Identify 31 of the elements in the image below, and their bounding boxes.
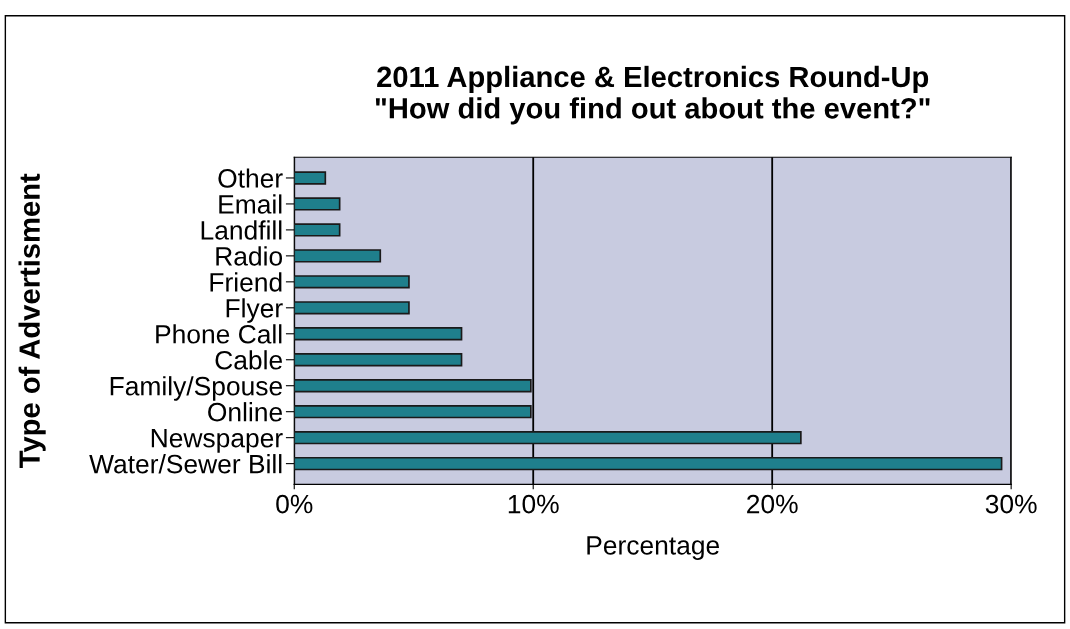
y-tick-label: Landfill [201, 220, 282, 240]
y-tick-label: Water/Sewer Bill [89, 454, 282, 474]
bar [294, 171, 327, 185]
y-tick-label: Friend [210, 272, 282, 292]
bar [294, 379, 532, 393]
x-tick-label: 0% [276, 494, 313, 514]
y-tick-label: Family/Spouse [110, 376, 282, 401]
y-tick-label: Email [219, 194, 282, 214]
x-tick-label: 10% [508, 494, 559, 514]
x-tick-label: 20% [747, 494, 798, 514]
bar [294, 456, 1003, 471]
bar [294, 327, 463, 341]
bar [294, 223, 341, 237]
bar [294, 405, 532, 419]
y-tick-label: Online [208, 402, 282, 422]
y-tick-label: Other [218, 168, 283, 188]
bar [294, 275, 410, 289]
bar [294, 197, 341, 211]
y-axis-title: Type of Advertisment [18, 173, 46, 468]
y-tick-label: Phone Call [156, 324, 282, 344]
y-tick-label: Flyer [226, 298, 283, 323]
bar [294, 430, 802, 445]
chart-title: 2011 Appliance & Electronics Round-Up "How did you find out about the event?" [375, 65, 930, 125]
bar [294, 301, 410, 315]
y-tick-label: Newspaper [151, 429, 283, 453]
y-tick-label: Radio [216, 246, 283, 266]
x-tick-label: 30% [985, 494, 1037, 514]
bar [294, 353, 463, 367]
x-axis-title: Percentage [587, 536, 720, 560]
y-tick-label: Cable [215, 350, 282, 370]
bar [294, 249, 382, 263]
